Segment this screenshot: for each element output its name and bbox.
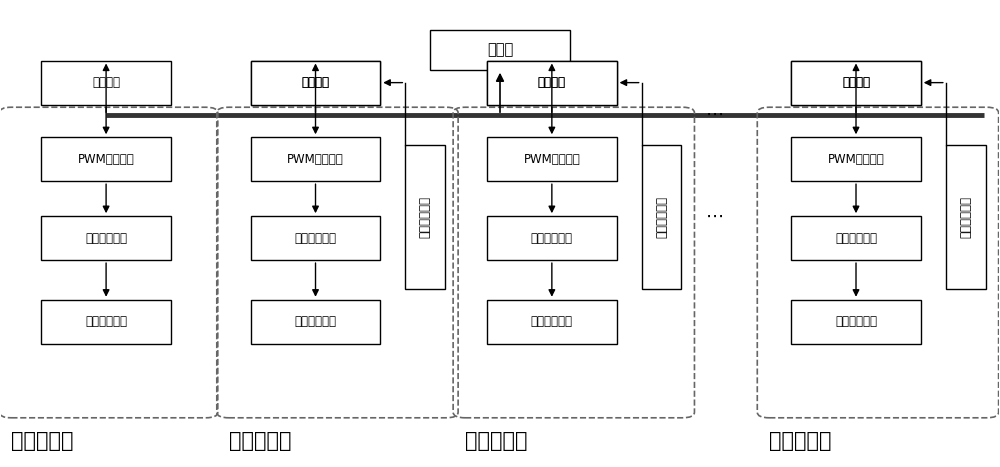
Text: 电压采集模块: 电压采集模块: [419, 196, 432, 238]
FancyBboxPatch shape: [791, 137, 921, 181]
FancyBboxPatch shape: [430, 30, 570, 70]
Text: ⋯: ⋯: [705, 106, 723, 124]
Text: 主控模块: 主控模块: [92, 76, 120, 89]
Text: 第二级均衡: 第二级均衡: [229, 431, 291, 451]
FancyBboxPatch shape: [642, 145, 681, 289]
FancyBboxPatch shape: [41, 137, 171, 181]
Text: 反激均衡模块: 反激均衡模块: [295, 315, 337, 328]
Text: 主控模块: 主控模块: [302, 76, 330, 89]
Text: 主控模块: 主控模块: [538, 76, 566, 89]
FancyBboxPatch shape: [487, 216, 617, 260]
Text: 第二级均衡: 第二级均衡: [465, 431, 528, 451]
Text: 开关驱动模块: 开关驱动模块: [295, 232, 337, 245]
Text: 半桥均衡模块: 半桥均衡模块: [85, 315, 127, 328]
Text: 电压采集模块: 电压采集模块: [959, 196, 972, 238]
FancyBboxPatch shape: [487, 61, 617, 105]
FancyBboxPatch shape: [251, 61, 380, 105]
Text: ⋯: ⋯: [705, 208, 723, 226]
FancyBboxPatch shape: [791, 300, 921, 344]
FancyBboxPatch shape: [487, 61, 617, 105]
Text: 第二级均衡: 第二级均衡: [769, 431, 832, 451]
FancyBboxPatch shape: [791, 61, 921, 105]
Text: 主控模块: 主控模块: [842, 76, 870, 89]
Text: PWM产生模块: PWM产生模块: [287, 153, 344, 166]
Text: 反激均衡模块: 反激均衡模块: [835, 315, 877, 328]
FancyBboxPatch shape: [41, 300, 171, 344]
Text: 第一级均衡: 第一级均衡: [11, 431, 74, 451]
Text: 开关驱动模块: 开关驱动模块: [531, 232, 573, 245]
Text: 主控模块: 主控模块: [538, 76, 566, 89]
Text: 电压采集模块: 电压采集模块: [655, 196, 668, 238]
FancyBboxPatch shape: [251, 61, 380, 105]
Text: PWM产生模块: PWM产生模块: [78, 153, 134, 166]
Text: 主控模块: 主控模块: [302, 76, 330, 89]
FancyBboxPatch shape: [791, 61, 921, 105]
Text: PWM产生模块: PWM产生模块: [523, 153, 580, 166]
FancyBboxPatch shape: [41, 61, 171, 105]
FancyBboxPatch shape: [791, 216, 921, 260]
Text: 主控模块: 主控模块: [842, 76, 870, 89]
FancyBboxPatch shape: [487, 300, 617, 344]
FancyBboxPatch shape: [251, 216, 380, 260]
FancyBboxPatch shape: [251, 300, 380, 344]
FancyBboxPatch shape: [487, 137, 617, 181]
FancyBboxPatch shape: [251, 137, 380, 181]
Text: 开关驱动模块: 开关驱动模块: [835, 232, 877, 245]
Text: PWM产生模块: PWM产生模块: [828, 153, 884, 166]
FancyBboxPatch shape: [946, 145, 986, 289]
Text: 反激均衡模块: 反激均衡模块: [531, 315, 573, 328]
FancyBboxPatch shape: [41, 216, 171, 260]
FancyBboxPatch shape: [405, 145, 445, 289]
Text: 上位机: 上位机: [487, 42, 513, 57]
Text: 开关驱动模块: 开关驱动模块: [85, 232, 127, 245]
